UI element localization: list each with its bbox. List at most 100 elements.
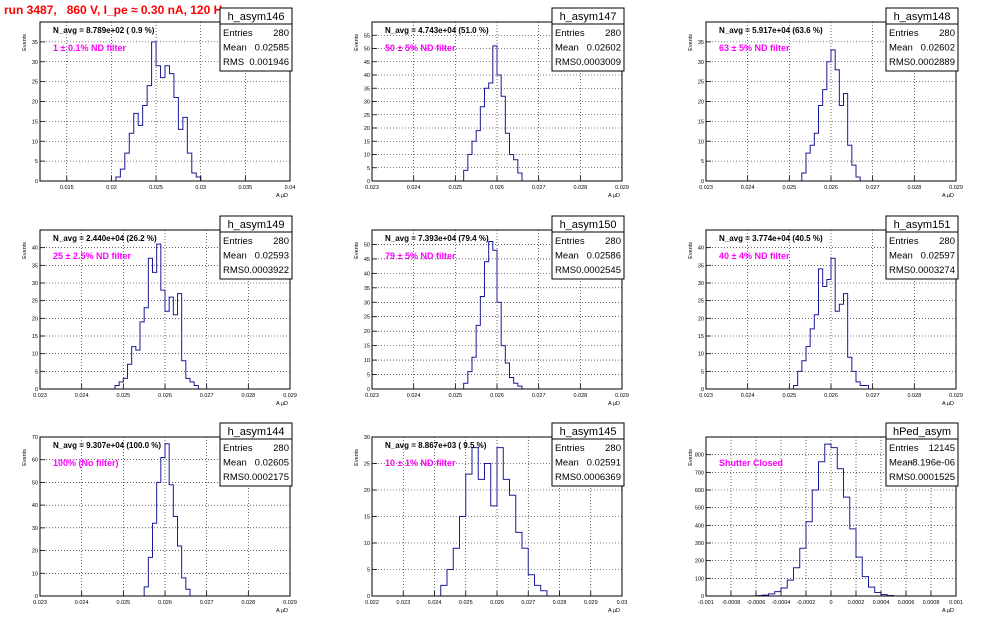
y-tick-label: 30 bbox=[32, 60, 38, 66]
x-tick-label: 0.026 bbox=[490, 185, 504, 191]
y-tick-label: 20 bbox=[32, 100, 38, 106]
histogram-panel-h_asym146: 0.015 0.02 0.025 0.03 0.035 0.04 0 5 10 15 20 25 30 3… bbox=[22, 7, 296, 199]
stats-title: h_asym148 bbox=[894, 11, 951, 23]
y-tick-label: 10 bbox=[32, 352, 38, 358]
y-tick-label: 600 bbox=[695, 488, 704, 494]
y-tick-label: 50 bbox=[364, 242, 370, 248]
stats-value: 280 bbox=[605, 28, 621, 39]
y-tick-label: 25 bbox=[698, 299, 704, 305]
y-tick-label: 35 bbox=[698, 263, 704, 269]
x-tick-label: 0.026 bbox=[490, 393, 504, 399]
x-tick-label: 0.04 bbox=[285, 185, 296, 191]
histogram-panel-h_asym145: 0.022 0.023 0.024 0.025 0.026 0.027 0.028 0.029… bbox=[354, 422, 627, 614]
y-tick-label: 60 bbox=[32, 458, 38, 464]
y-tick-label: 30 bbox=[364, 300, 370, 306]
histogram-series bbox=[801, 49, 861, 181]
y-tick-label: 10 bbox=[698, 352, 704, 358]
navg-annotation: N_avg = 8.789e+02 ( 0.9 %) bbox=[53, 26, 155, 35]
stats-box bbox=[885, 215, 959, 280]
y-tick-label: 5 bbox=[701, 159, 704, 165]
filter-annotation: 50 ± 5% ND filter bbox=[385, 43, 456, 53]
x-tick-label: 0.025 bbox=[149, 185, 163, 191]
x-tick-label: -0.0002 bbox=[797, 600, 816, 606]
x-tick-label: 0.027 bbox=[866, 393, 880, 399]
x-tick-label: 0.023 bbox=[699, 393, 713, 399]
x-tick-label: 0.025 bbox=[116, 393, 130, 399]
x-tick-label: 0.029 bbox=[949, 185, 963, 191]
y-tick-label: 35 bbox=[364, 286, 370, 292]
histogram-series bbox=[463, 45, 527, 182]
stats-value: 12145 bbox=[929, 443, 955, 454]
histogram-series bbox=[440, 447, 548, 596]
stats-value: -8.196e-06 bbox=[909, 458, 955, 469]
filter-annotation: 25 ± 2.5% ND filter bbox=[53, 251, 131, 261]
stats-value: 0.02602 bbox=[587, 43, 621, 54]
stats-title: h_asym151 bbox=[894, 219, 951, 231]
y-tick-label: 100 bbox=[695, 576, 704, 582]
filter-annotation: 100% (No filter) bbox=[53, 458, 119, 468]
stats-box bbox=[219, 422, 293, 487]
x-axis-label: A µD bbox=[608, 401, 620, 407]
histogram-panel-h_asym149: 0.023 0.024 0.025 0.026 0.027 0.028 0.029 0 5 10 1… bbox=[22, 215, 297, 407]
y-axis-label: Events bbox=[688, 242, 694, 259]
y-axis-label: Events bbox=[688, 449, 694, 466]
y-axis-label: Events bbox=[22, 242, 28, 259]
x-tick-label: -0.001 bbox=[698, 600, 714, 606]
stats-label: Mean bbox=[555, 458, 579, 469]
stats-label: Entries bbox=[555, 443, 585, 454]
stats-value: 0.02585 bbox=[255, 43, 289, 54]
y-tick-label: 0 bbox=[367, 179, 370, 185]
y-axis-label: Events bbox=[22, 449, 28, 466]
x-tick-label: 0.023 bbox=[365, 393, 379, 399]
stats-label: Entries bbox=[889, 28, 919, 39]
y-tick-label: 0 bbox=[35, 387, 38, 393]
y-tick-label: 800 bbox=[695, 453, 704, 459]
x-axis-label: A µD bbox=[276, 608, 288, 614]
y-tick-label: 25 bbox=[364, 113, 370, 119]
histogram-panel-hPed_asym: -0.001 -0.0008 -0.0006 -0.0004 -0.0002 0 0.000… bbox=[688, 422, 963, 614]
y-tick-label: 0 bbox=[701, 594, 704, 600]
y-tick-label: 40 bbox=[364, 73, 370, 79]
y-tick-label: 30 bbox=[364, 435, 370, 441]
y-tick-label: 40 bbox=[698, 246, 704, 252]
y-tick-label: 20 bbox=[32, 549, 38, 555]
stats-label: RMS bbox=[555, 265, 576, 276]
stats-label: Mean bbox=[555, 251, 579, 262]
x-tick-label: 0.023 bbox=[33, 393, 47, 399]
y-tick-label: 35 bbox=[364, 86, 370, 92]
y-tick-label: 30 bbox=[698, 281, 704, 287]
stats-value: 0.02597 bbox=[921, 251, 955, 262]
histogram-series bbox=[463, 241, 523, 389]
y-tick-label: 10 bbox=[32, 139, 38, 145]
stats-value: 280 bbox=[605, 236, 621, 247]
y-tick-label: 20 bbox=[364, 488, 370, 494]
stats-value: 0.0002545 bbox=[576, 265, 621, 276]
y-tick-label: 70 bbox=[32, 435, 38, 441]
y-tick-label: 15 bbox=[364, 139, 370, 145]
stats-title: h_asym145 bbox=[560, 426, 617, 438]
x-tick-label: 0.001 bbox=[949, 600, 963, 606]
x-tick-label: 0.027 bbox=[200, 600, 214, 606]
x-tick-label: 0.024 bbox=[741, 393, 755, 399]
y-tick-label: 50 bbox=[32, 480, 38, 486]
y-tick-label: 400 bbox=[695, 523, 704, 529]
x-tick-label: 0.023 bbox=[396, 600, 410, 606]
stats-value: 0.001946 bbox=[249, 57, 289, 68]
y-tick-label: 0 bbox=[367, 387, 370, 393]
histogram-series bbox=[793, 257, 869, 389]
filter-annotation: 40 ± 4% ND filter bbox=[719, 251, 790, 261]
y-tick-label: 10 bbox=[364, 153, 370, 159]
stats-label: RMS bbox=[223, 265, 244, 276]
stats-label: Mean bbox=[223, 251, 247, 262]
x-tick-label: 0.024 bbox=[75, 600, 89, 606]
y-tick-label: 15 bbox=[364, 344, 370, 350]
x-axis-label: A µD bbox=[276, 193, 288, 199]
navg-annotation: N_avg = 9.307e+04 (100.0 %) bbox=[53, 441, 161, 450]
stats-label: Mean bbox=[555, 43, 579, 54]
x-tick-label: 0.027 bbox=[200, 393, 214, 399]
stats-label: Mean bbox=[889, 251, 913, 262]
x-axis-label: A µD bbox=[942, 608, 954, 614]
navg-annotation: N_avg = 4.743e+04 (51.0 %) bbox=[385, 26, 489, 35]
x-tick-label: 0.027 bbox=[532, 393, 546, 399]
navg-annotation: N_avg = 8.867e+03 ( 9.5 %) bbox=[385, 441, 487, 450]
